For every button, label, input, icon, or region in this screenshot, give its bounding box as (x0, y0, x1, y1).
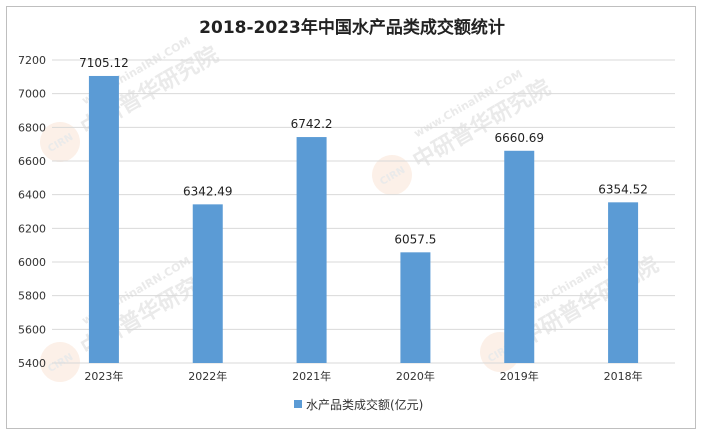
bar (608, 202, 638, 363)
y-tick-label: 6800 (18, 121, 46, 134)
data-label: 6660.69 (494, 131, 544, 145)
y-tick-label: 6200 (18, 222, 46, 235)
data-label: 7105.12 (79, 56, 129, 70)
x-tick-label: 2021年 (292, 369, 331, 383)
y-tick-label: 6000 (18, 256, 46, 269)
legend-label: 水产品类成交额(亿元) (306, 397, 423, 412)
chart-title: 2018-2023年中国水产品类成交额统计 (199, 17, 505, 38)
y-tick-label: 5400 (18, 357, 46, 370)
x-tick-label: 2020年 (396, 369, 435, 383)
x-axis: 2023年 2022年 2021年 2020年 2019年 2018年 (84, 369, 642, 383)
y-tick-label: 7000 (18, 88, 46, 101)
bar (400, 252, 430, 363)
x-tick-label: 2018年 (604, 369, 643, 383)
data-label: 6354.52 (598, 182, 648, 196)
legend: 水产品类成交额(亿元) (294, 397, 423, 412)
y-tick-label: 6600 (18, 155, 46, 168)
bar (193, 204, 223, 363)
y-tick-label: 5800 (18, 290, 46, 303)
x-tick-label: 2022年 (188, 369, 227, 383)
y-tick-label: 7200 (18, 54, 46, 67)
bar (89, 76, 119, 363)
x-tick-label: 2023年 (84, 369, 123, 383)
y-axis: 5400 5600 5800 6000 6200 6400 6600 6800 7000 7200 (18, 54, 46, 370)
data-label: 6342.49 (183, 184, 233, 198)
bar (297, 137, 327, 363)
data-label: 6057.5 (394, 232, 436, 246)
y-tick-label: 6400 (18, 189, 46, 202)
y-tick-label: 5600 (18, 323, 46, 336)
bar (504, 151, 534, 363)
data-label: 6742.2 (291, 117, 333, 131)
x-tick-label: 2019年 (500, 369, 539, 383)
watermark-layer: CIRN中研普华研究院www.ChinaIRN.COMCIRN中研普华研究院ww… (28, 26, 666, 389)
legend-swatch (294, 400, 302, 408)
